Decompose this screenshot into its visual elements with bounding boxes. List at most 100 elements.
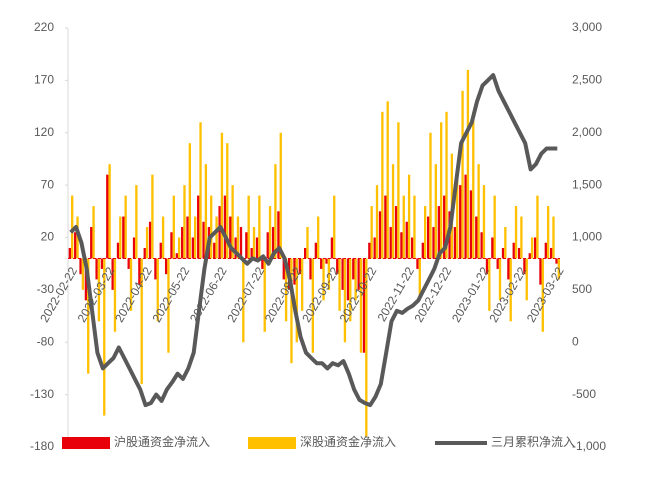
bar (255, 237, 259, 259)
y-tick-label: 20 (41, 230, 55, 244)
bar (333, 195, 336, 259)
bar (95, 258, 98, 280)
bar (453, 227, 457, 259)
bar (263, 258, 266, 332)
y2-tick-label: 2,500 (572, 73, 602, 87)
bar (536, 195, 539, 259)
y2-tick-label: -1,000 (572, 439, 606, 453)
bar (159, 242, 162, 259)
bar (498, 258, 502, 301)
bar (177, 237, 181, 259)
bar (475, 216, 478, 259)
bar (311, 258, 314, 353)
bar (530, 237, 534, 259)
legend-label: 三月累积净流入 (491, 435, 575, 449)
bar (87, 258, 90, 374)
bar (472, 111, 475, 259)
bar (304, 247, 307, 259)
y2-tick-label: 1,500 (572, 177, 602, 191)
bar (284, 258, 288, 322)
bar (239, 227, 243, 259)
bar (127, 258, 130, 269)
bar (512, 242, 515, 259)
x-tick-label: 2023-01-22 (449, 264, 492, 324)
bar (92, 206, 95, 259)
bar (488, 258, 491, 311)
bar (242, 258, 245, 343)
bar (188, 143, 191, 259)
bar (320, 258, 323, 269)
bar (523, 258, 526, 275)
y2-tick-label: -500 (572, 387, 596, 401)
legend-label: 深股通资金净流入 (300, 434, 396, 449)
line (69, 73, 558, 408)
bar (170, 232, 173, 259)
bar (245, 232, 248, 259)
bar (295, 258, 298, 343)
bar (456, 174, 459, 259)
bar (373, 237, 376, 259)
legend-label: 沪股通资金净流入 (114, 434, 210, 449)
bar (550, 247, 553, 259)
bar (218, 206, 221, 259)
y-tick-label: 220 (34, 20, 54, 34)
bar (322, 258, 325, 301)
bar (539, 258, 542, 285)
bar (74, 232, 77, 259)
bar (279, 132, 282, 259)
bar (520, 216, 523, 259)
bar (145, 227, 149, 259)
bar (81, 258, 85, 290)
bar (261, 258, 264, 269)
bar (400, 232, 403, 259)
bar (491, 237, 494, 259)
y-tick-label: 170 (34, 73, 54, 87)
bar (338, 258, 341, 311)
bar (132, 237, 136, 259)
bar (161, 216, 165, 259)
x-tick-label: 2022-07-22 (224, 264, 267, 324)
bar (266, 232, 269, 259)
bar (381, 111, 384, 259)
bar (514, 206, 518, 259)
bar (410, 237, 414, 259)
bar (108, 164, 111, 259)
x-tick-label: 2022-04-22 (112, 264, 155, 324)
bar (236, 216, 240, 259)
bar (111, 258, 114, 290)
bar (437, 206, 441, 259)
bar (423, 206, 427, 259)
bar (517, 247, 521, 259)
bar (164, 258, 168, 275)
bar (416, 258, 419, 269)
bar (231, 185, 234, 259)
bar (427, 216, 430, 259)
y-tick-label: -180 (30, 439, 54, 453)
bar (129, 258, 133, 311)
bar (250, 247, 253, 259)
bar (434, 164, 437, 259)
bar (274, 164, 277, 259)
bar (445, 111, 448, 259)
bar (290, 258, 293, 364)
y-tick-label: -130 (30, 387, 54, 401)
bar (306, 227, 309, 259)
bar (346, 258, 350, 301)
bar (154, 258, 157, 280)
bar (418, 258, 421, 301)
bar (181, 227, 184, 259)
bar (509, 258, 512, 322)
bar (138, 258, 141, 285)
bar (124, 195, 127, 259)
bar (466, 69, 470, 259)
bar (210, 195, 213, 259)
bar (71, 195, 74, 259)
bar (317, 216, 320, 259)
bar (464, 174, 467, 259)
bar (220, 132, 224, 259)
bar (298, 258, 301, 275)
bar (544, 242, 547, 259)
bar (106, 174, 109, 259)
bar (194, 216, 197, 259)
